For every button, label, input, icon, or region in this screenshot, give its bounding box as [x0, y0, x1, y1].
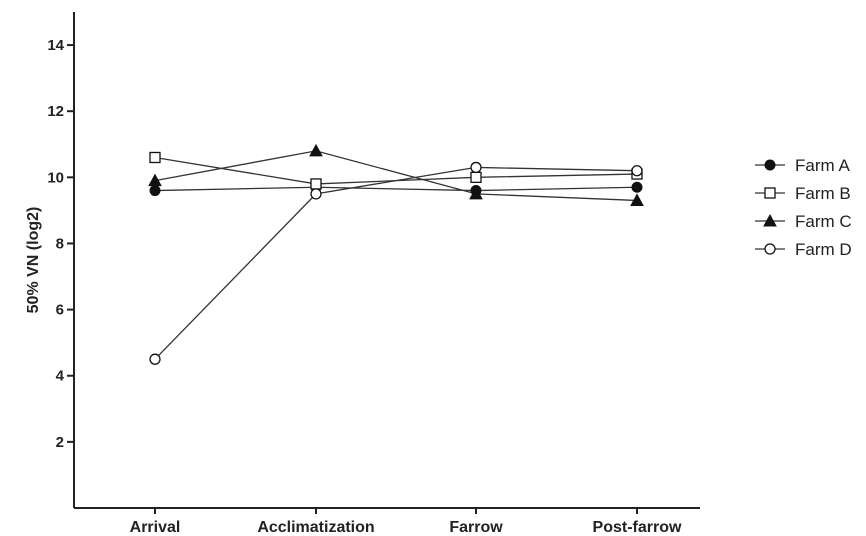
point-farm-d-3: [631, 165, 643, 177]
x-tick-label-0: Arrival: [130, 519, 181, 536]
point-farm-c-3: [630, 193, 644, 206]
legend-label-farm-a: Farm A: [795, 156, 850, 175]
series-line-farm-c: [154, 150, 638, 202]
x-tick-label-3: Post-farrow: [593, 519, 682, 536]
legend-label-farm-d: Farm D: [795, 240, 852, 259]
point-farm-a-3: [631, 181, 643, 193]
legend-marker-farm-c: [763, 213, 777, 227]
point-farm-d-2: [470, 161, 482, 174]
legend-label-farm-b: Farm B: [795, 184, 851, 203]
legend-marker-farm-b: [764, 187, 776, 199]
y-axis-title: 50% VN (log2): [25, 207, 42, 314]
point-farm-a-0: [149, 185, 161, 197]
y-tick-label-6: 6: [56, 302, 64, 319]
y-tick-label-12: 12: [47, 103, 64, 120]
y-tick-label-4: 4: [56, 368, 65, 385]
point-farm-d-0: [149, 353, 161, 365]
point-farm-b-2: [470, 171, 482, 183]
y-tick-label-2: 2: [56, 434, 64, 451]
y-tick-label-14: 14: [47, 37, 64, 54]
legend-marker-farm-a: [764, 159, 776, 171]
point-farm-b-0: [149, 151, 161, 164]
point-farm-d-1: [310, 188, 322, 200]
point-farm-b-1: [310, 178, 322, 190]
series-line-farm-d: [154, 166, 638, 360]
legend-label-farm-c: Farm C: [795, 212, 852, 231]
y-tick-label-10: 10: [47, 169, 64, 186]
point-farm-c-2: [469, 186, 483, 200]
x-tick-label-2: Farrow: [449, 519, 503, 536]
series-line-farm-b: [154, 156, 638, 185]
point-farm-c-0: [148, 173, 162, 187]
legend-marker-farm-d: [764, 243, 776, 255]
y-tick-label-8: 8: [56, 235, 64, 252]
x-tick-label-1: Acclimatization: [257, 519, 374, 536]
series-line-farm-a: [154, 186, 638, 192]
point-farm-c-1: [309, 143, 323, 157]
